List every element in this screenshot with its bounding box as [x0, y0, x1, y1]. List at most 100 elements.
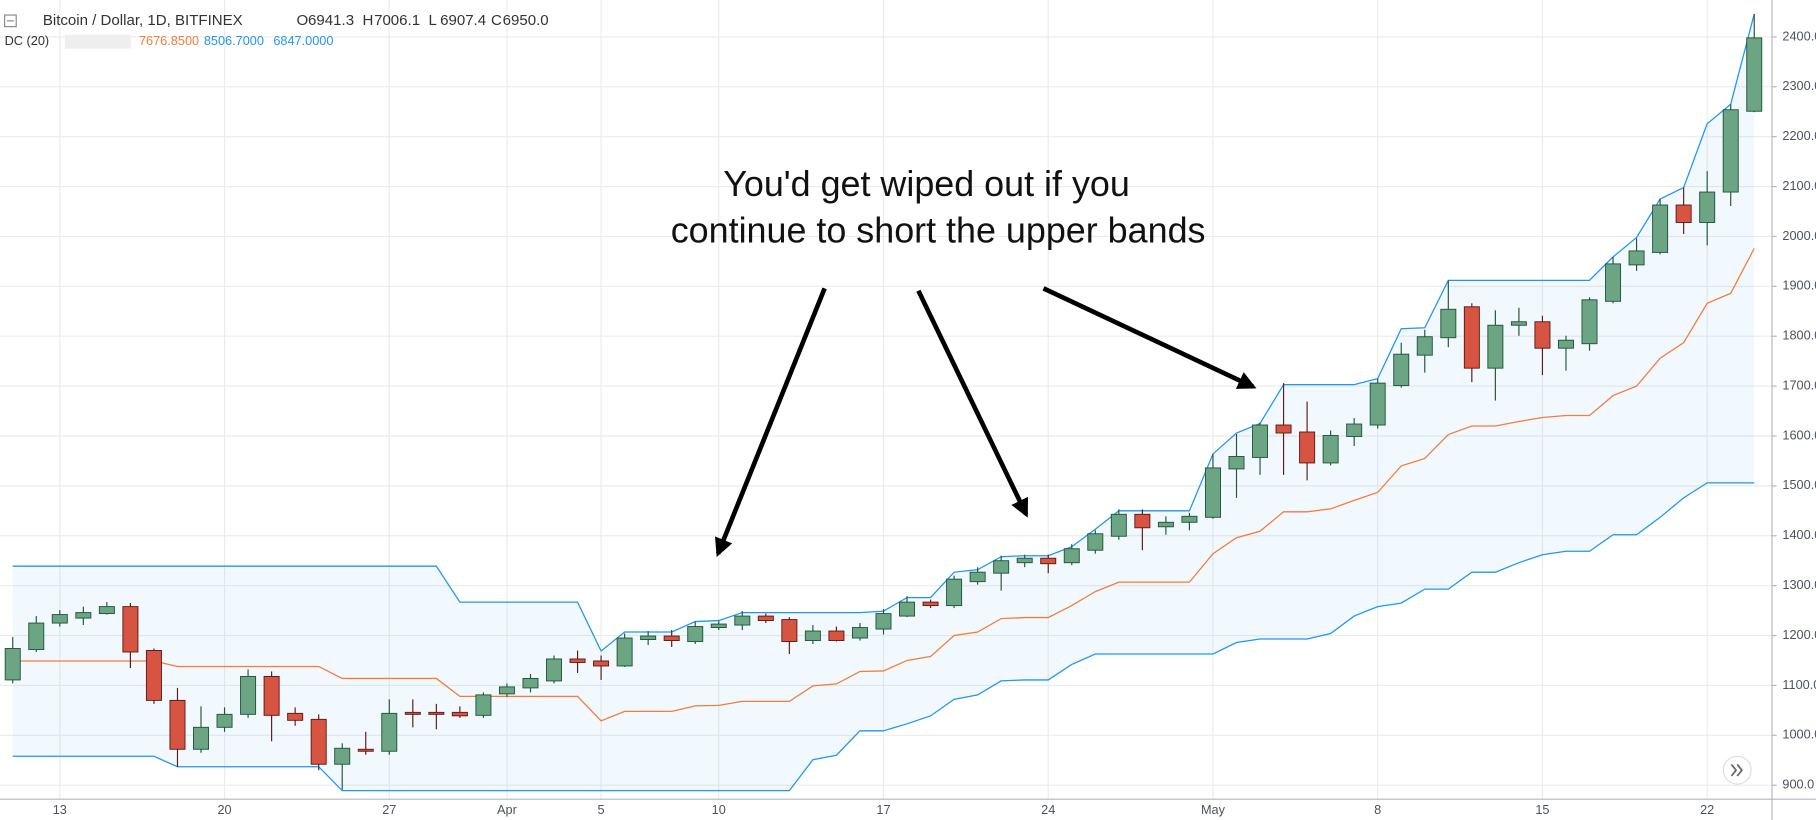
- x-tick-label: 17: [876, 802, 890, 817]
- y-tick-label: 1500.0: [1782, 477, 1816, 492]
- channel-fill: [12, 13, 1755, 791]
- candle-body: [1605, 263, 1622, 302]
- annotation: continue to short the upper bands: [671, 210, 1206, 250]
- candle-body: [51, 614, 68, 624]
- y-tick-label: 2100.0: [1782, 178, 1816, 193]
- indicator-value: 7676.8500: [139, 33, 199, 48]
- y-tick-label: 1100.0: [1782, 677, 1816, 692]
- candle-body: [451, 711, 468, 717]
- candle-body: [546, 658, 563, 682]
- candle-body: [1722, 109, 1739, 193]
- candle-body: [357, 748, 374, 752]
- candle-body: [240, 675, 257, 715]
- y-tick-label: 1800.0: [1782, 328, 1816, 343]
- candle-body: [828, 630, 845, 641]
- candle-body: [1322, 435, 1339, 464]
- candle-body: [1369, 382, 1386, 426]
- candle-body: [640, 635, 657, 640]
- candle-body: [593, 660, 610, 667]
- candle-body: [1463, 306, 1480, 369]
- indicator-tools[interactable]: [64, 34, 131, 49]
- scroll-button-circle[interactable]: [1722, 755, 1752, 785]
- ohlc-value: 6907.4: [440, 12, 486, 29]
- candle-body: [734, 615, 751, 626]
- candle-body: [1110, 513, 1127, 537]
- arrow: [714, 287, 827, 558]
- candle-body: [428, 711, 445, 715]
- chart-title: Bitcoin / Dollar, 1D, BITFINEX: [43, 12, 243, 29]
- candle-body: [1204, 467, 1221, 518]
- channel-middle: [12, 248, 1755, 722]
- arrow: [916, 289, 1029, 518]
- candle-body: [969, 571, 986, 583]
- candle-body: [263, 675, 280, 716]
- candle-body: [1228, 455, 1245, 470]
- x-tick-label: Apr: [497, 802, 518, 817]
- y-tick-label: 1000.0: [1782, 727, 1816, 742]
- y-tick-label: 2300.0: [1782, 78, 1816, 93]
- candle-body: [851, 627, 868, 639]
- candle-body: [216, 713, 233, 728]
- candle-body: [1157, 521, 1174, 528]
- candle-body: [498, 686, 515, 695]
- ohlc-value: 6950.0: [503, 12, 549, 29]
- x-tick-label: 8: [1374, 802, 1381, 817]
- y-tick-label: 1700.0: [1782, 377, 1816, 392]
- candle-body: [616, 637, 633, 667]
- candle-body: [1275, 424, 1292, 434]
- scroll-button-icon: [1730, 763, 1743, 777]
- scroll-button[interactable]: [1722, 755, 1752, 785]
- candle-body: [1699, 191, 1716, 223]
- y-tick-label: 1400.0: [1782, 527, 1816, 542]
- ohlc-label: L: [429, 12, 437, 29]
- candle-body: [569, 658, 586, 663]
- candle-body: [98, 606, 115, 615]
- y-tick-label: 1600.0: [1782, 427, 1816, 442]
- arrow: [1042, 286, 1257, 389]
- candle-body: [804, 630, 821, 641]
- candle-body: [75, 612, 92, 619]
- x-tick-label: 22: [1700, 802, 1714, 817]
- candle-body: [922, 601, 939, 607]
- candle-body: [169, 699, 186, 750]
- candle-body: [1134, 513, 1151, 529]
- ohlc-label: C: [491, 12, 502, 29]
- candle-body: [757, 615, 774, 622]
- candle-body: [1581, 299, 1598, 345]
- candle-body: [1181, 515, 1198, 523]
- candle-body: [1440, 308, 1457, 339]
- ohlc-label: O: [296, 12, 308, 29]
- collapse-icon[interactable]: [4, 14, 17, 28]
- candle-body: [1252, 424, 1269, 458]
- candle-body: [1346, 423, 1363, 437]
- candle-body: [781, 619, 798, 642]
- candle-body: [1487, 324, 1504, 369]
- candle-body: [1557, 339, 1574, 349]
- candle-body: [1063, 548, 1080, 564]
- y-tick-label: 2400.0: [1782, 28, 1816, 43]
- arrows: [714, 286, 1257, 558]
- y-tick-label: 1900.0: [1782, 278, 1816, 293]
- x-tick-label: 15: [1535, 802, 1549, 817]
- candle-body: [287, 712, 304, 721]
- candle-body: [1040, 557, 1057, 565]
- candle-body: [310, 718, 327, 765]
- x-tick-label: 13: [53, 802, 67, 817]
- x-tick-label: 5: [598, 802, 605, 817]
- y-tick-label: 1200.0: [1782, 627, 1816, 642]
- channel-lower: [12, 482, 1755, 792]
- candle-body: [946, 578, 963, 607]
- candle-body: [522, 677, 539, 689]
- candle-body: [28, 622, 45, 650]
- candle-body: [1087, 533, 1104, 551]
- candle-body: [1628, 250, 1645, 266]
- ohlc-value: 7006.1: [374, 12, 420, 29]
- y-tick-label: 900.0: [1782, 777, 1814, 792]
- candle-body: [1510, 321, 1527, 326]
- x-tick-label: May: [1201, 802, 1226, 817]
- candle-body: [145, 650, 162, 701]
- candle-body: [381, 712, 398, 752]
- indicator-label: DC (20): [5, 33, 50, 48]
- x-tick-label: 27: [382, 802, 396, 817]
